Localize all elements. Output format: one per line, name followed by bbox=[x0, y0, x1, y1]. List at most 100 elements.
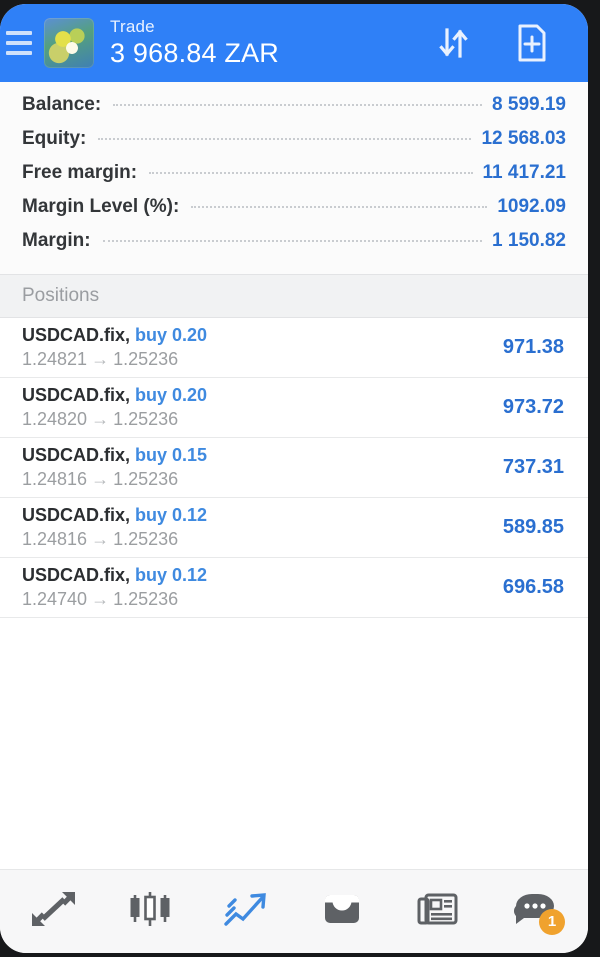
position-open-price: 1.24816 bbox=[22, 529, 88, 549]
table-row[interactable]: USDCAD.fix, buy 0.15 1.24816 → 1.25236 737… bbox=[0, 438, 588, 498]
position-symbol: USDCAD.fix, bbox=[22, 565, 131, 585]
position-open-price: 1.24740 bbox=[22, 589, 88, 609]
menu-line bbox=[6, 51, 32, 55]
position-side-volume: buy 0.20 bbox=[135, 325, 208, 345]
position-details: USDCAD.fix, buy 0.15 1.24816 → 1.25236 bbox=[22, 445, 207, 490]
table-row[interactable]: USDCAD.fix, buy 0.20 1.24821 → 1.25236 971… bbox=[0, 318, 588, 378]
bottom-navigation: 1 bbox=[0, 869, 588, 953]
position-open-price: 1.24821 bbox=[22, 349, 88, 369]
summary-row-margin: Margin: 1 150.82 bbox=[22, 230, 566, 264]
summary-label: Margin Level (%): bbox=[22, 196, 180, 217]
account-summary: Balance: 8 599.19 Equity: 12 568.03 Free… bbox=[0, 82, 588, 274]
sort-arrows-icon[interactable] bbox=[432, 20, 476, 66]
leader-dots bbox=[191, 206, 488, 208]
position-title: USDCAD.fix, buy 0.20 bbox=[22, 325, 207, 346]
table-row[interactable]: USDCAD.fix, buy 0.12 1.24740 → 1.25236 696… bbox=[0, 558, 588, 618]
new-order-document-icon[interactable] bbox=[510, 20, 554, 66]
tab-charts[interactable] bbox=[113, 879, 187, 945]
position-side-volume: buy 0.12 bbox=[135, 565, 208, 585]
position-profit: 971.38 bbox=[502, 336, 564, 358]
position-symbol: USDCAD.fix, bbox=[22, 505, 131, 525]
positions-section-title: Positions bbox=[22, 285, 100, 306]
position-open-price: 1.24820 bbox=[22, 409, 88, 429]
position-details: USDCAD.fix, buy 0.12 1.24816 → 1.25236 bbox=[22, 505, 207, 550]
menu-line bbox=[6, 31, 32, 35]
summary-label: Equity: bbox=[22, 128, 87, 149]
app-header: Trade 3 968.84 ZAR bbox=[0, 4, 588, 82]
table-row[interactable]: USDCAD.fix, buy 0.12 1.24816 → 1.25236 589… bbox=[0, 498, 588, 558]
position-symbol: USDCAD.fix, bbox=[22, 445, 131, 465]
position-side-volume: buy 0.12 bbox=[135, 505, 208, 525]
arrow-icon: → bbox=[91, 589, 110, 609]
summary-value: 8 599.19 bbox=[492, 94, 566, 115]
trade-trend-arrow-icon bbox=[219, 884, 273, 939]
position-prices: 1.24740 → 1.25236 bbox=[22, 589, 207, 610]
header-titles[interactable]: Trade 3 968.84 ZAR bbox=[110, 17, 432, 69]
position-current-price: 1.25236 bbox=[113, 349, 179, 369]
position-profit: 973.72 bbox=[502, 396, 564, 418]
position-details: USDCAD.fix, buy 0.20 1.24820 → 1.25236 bbox=[22, 385, 207, 430]
tab-trade[interactable] bbox=[209, 879, 283, 945]
position-profit: 737.31 bbox=[502, 456, 564, 478]
account-avatar[interactable] bbox=[44, 18, 94, 68]
arrow-icon: → bbox=[91, 349, 110, 369]
page-title: Trade bbox=[110, 17, 155, 36]
tab-chat[interactable]: 1 bbox=[497, 879, 571, 945]
position-details: USDCAD.fix, buy 0.20 1.24821 → 1.25236 bbox=[22, 325, 207, 370]
position-profit: 589.85 bbox=[502, 516, 564, 538]
arrow-icon: → bbox=[91, 469, 110, 489]
charts-candlestick-icon bbox=[124, 884, 176, 939]
position-side-volume: buy 0.15 bbox=[135, 445, 208, 465]
tab-quotes[interactable] bbox=[17, 879, 91, 945]
menu-line bbox=[6, 41, 32, 45]
hamburger-menu-icon[interactable] bbox=[4, 23, 38, 63]
mailbox-inbox-icon bbox=[316, 884, 368, 939]
position-current-price: 1.25236 bbox=[113, 589, 179, 609]
summary-label: Balance: bbox=[22, 94, 102, 115]
quotes-arrows-icon bbox=[28, 884, 80, 939]
account-balance-display: 3 968.84 ZAR bbox=[110, 38, 280, 68]
arrow-icon: → bbox=[91, 529, 110, 549]
position-current-price: 1.25236 bbox=[113, 469, 179, 489]
tab-mailbox[interactable] bbox=[305, 879, 379, 945]
chat-unread-badge: 1 bbox=[539, 908, 565, 935]
news-newspaper-icon bbox=[412, 884, 464, 939]
position-symbol: USDCAD.fix, bbox=[22, 325, 131, 345]
summary-row-equity: Equity: 12 568.03 bbox=[22, 128, 566, 162]
summary-row-free-margin: Free margin: 11 417.21 bbox=[22, 162, 566, 196]
summary-value: 1 150.82 bbox=[492, 230, 566, 251]
position-prices: 1.24816 → 1.25236 bbox=[22, 529, 207, 550]
summary-label: Margin: bbox=[22, 230, 91, 251]
position-title: USDCAD.fix, buy 0.15 bbox=[22, 445, 207, 466]
leader-dots bbox=[98, 138, 472, 140]
position-title: USDCAD.fix, buy 0.12 bbox=[22, 505, 207, 526]
position-title: USDCAD.fix, buy 0.20 bbox=[22, 385, 207, 406]
tab-news[interactable] bbox=[401, 879, 475, 945]
position-side-volume: buy 0.20 bbox=[135, 385, 208, 405]
position-prices: 1.24821 → 1.25236 bbox=[22, 349, 207, 370]
summary-value: 12 568.03 bbox=[481, 128, 566, 149]
summary-row-margin-level: Margin Level (%): 1092.09 bbox=[22, 196, 566, 230]
position-prices: 1.24816 → 1.25236 bbox=[22, 469, 207, 490]
summary-value: 11 417.21 bbox=[482, 162, 566, 183]
position-current-price: 1.25236 bbox=[113, 529, 179, 549]
position-profit: 696.58 bbox=[502, 576, 564, 598]
positions-section-header[interactable]: Positions bbox=[0, 274, 588, 318]
summary-label: Free margin: bbox=[22, 162, 138, 183]
position-prices: 1.24820 → 1.25236 bbox=[22, 409, 207, 430]
mt-trade-app: Trade 3 968.84 ZAR bbox=[0, 4, 588, 953]
leader-dots bbox=[149, 172, 473, 174]
position-symbol: USDCAD.fix, bbox=[22, 385, 131, 405]
position-title: USDCAD.fix, buy 0.12 bbox=[22, 565, 207, 586]
table-row[interactable]: USDCAD.fix, buy 0.20 1.24820 → 1.25236 973… bbox=[0, 378, 588, 438]
position-current-price: 1.25236 bbox=[113, 409, 179, 429]
summary-value: 1092.09 bbox=[497, 196, 566, 217]
position-details: USDCAD.fix, buy 0.12 1.24740 → 1.25236 bbox=[22, 565, 207, 610]
leader-dots bbox=[102, 240, 483, 242]
arrow-icon: → bbox=[91, 409, 110, 429]
header-actions bbox=[432, 20, 588, 66]
summary-row-balance: Balance: 8 599.19 bbox=[22, 94, 566, 128]
position-open-price: 1.24816 bbox=[22, 469, 88, 489]
positions-list: USDCAD.fix, buy 0.20 1.24821 → 1.25236 971… bbox=[0, 318, 588, 869]
